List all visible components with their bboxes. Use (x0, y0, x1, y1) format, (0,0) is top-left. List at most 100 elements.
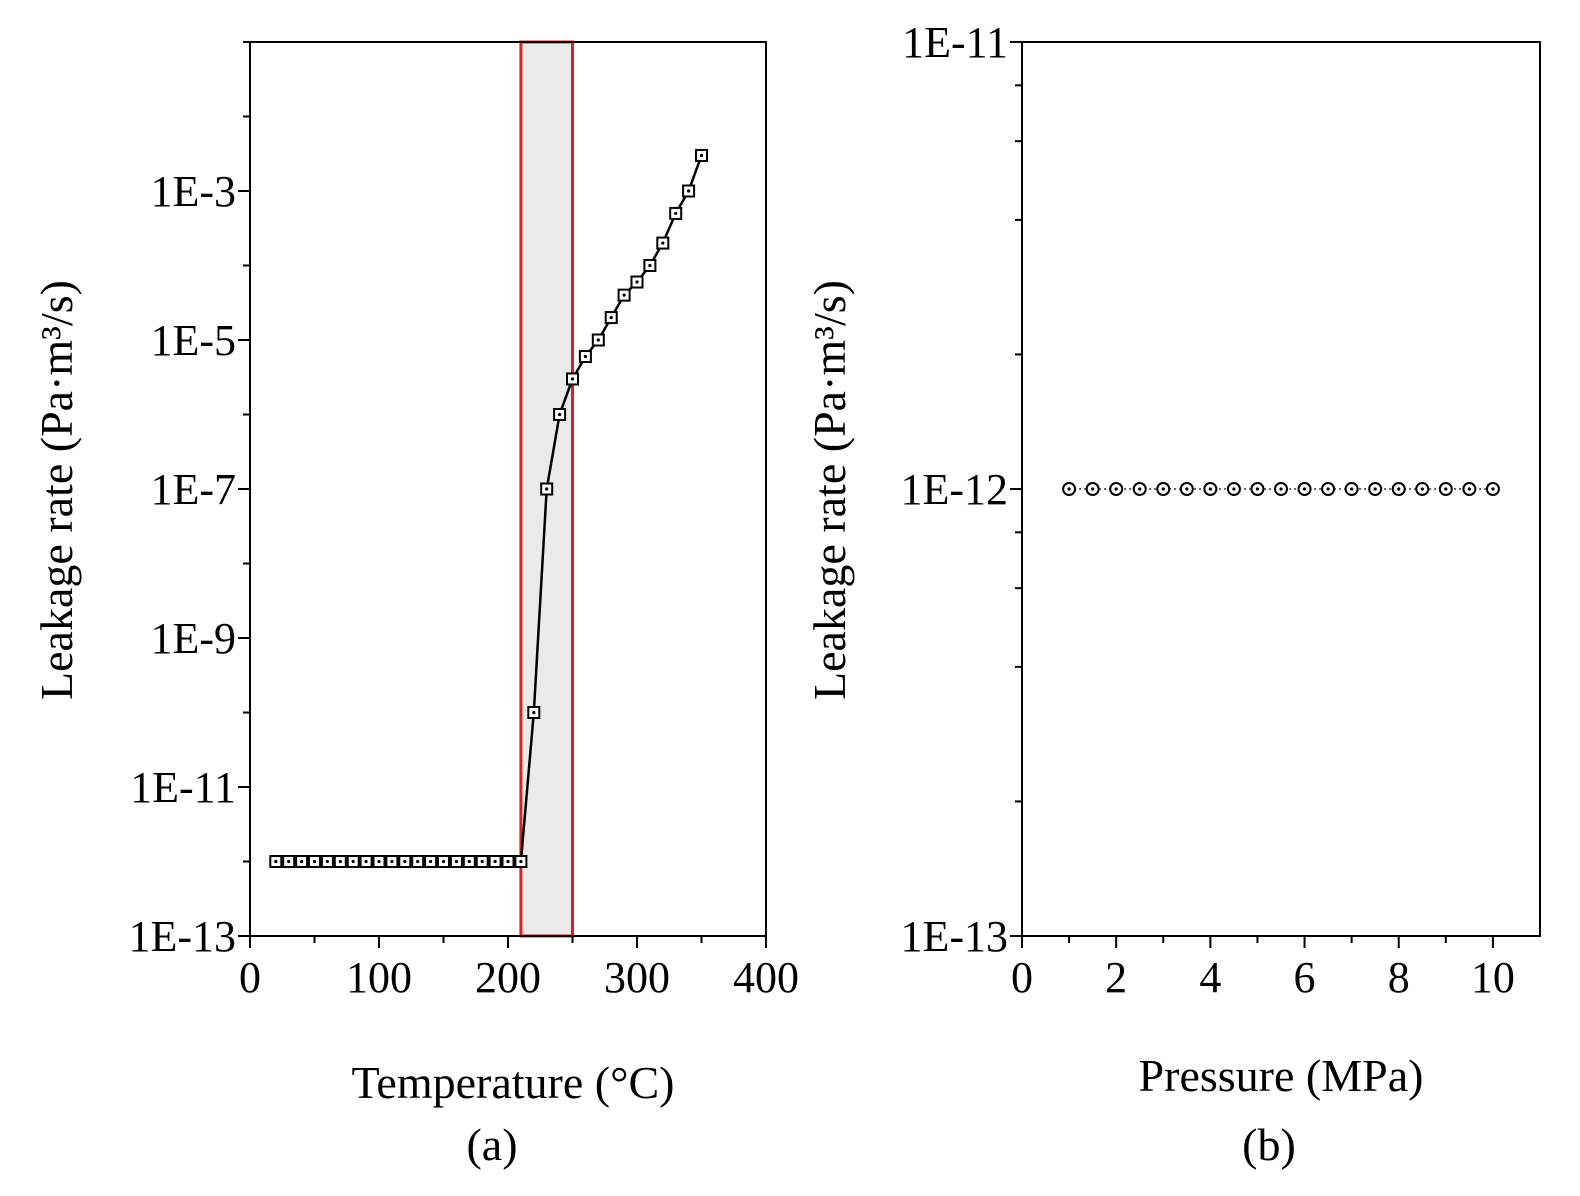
data-point (1203, 482, 1218, 496)
data-point (1156, 482, 1171, 496)
data-point (411, 855, 425, 868)
marker-dot (1420, 487, 1424, 491)
marker-dot (1138, 487, 1142, 491)
data-point (1250, 482, 1265, 496)
marker-dot (519, 859, 523, 864)
data-point (695, 148, 708, 162)
panel-label: (b) (1242, 1119, 1296, 1170)
data-point (1274, 482, 1288, 496)
data-point (643, 259, 657, 272)
data-point (488, 855, 502, 868)
marker-dot (532, 710, 536, 715)
data-point (282, 855, 296, 868)
marker-dot (377, 859, 381, 864)
data-point (1321, 482, 1336, 496)
marker-dot (674, 211, 678, 216)
axis-ticks: 0 100 200 300 400 1E-13 1E-11 1E-9 1E-7 1E-5 1E-3 (128, 41, 799, 1002)
data-point (333, 855, 347, 868)
marker-dot (506, 859, 510, 864)
marker-dot (441, 859, 446, 864)
marker-dot (1208, 487, 1212, 491)
y-tick-label: 1E-9 (150, 614, 236, 663)
marker-dot (635, 280, 639, 284)
data-point (385, 855, 399, 868)
marker-dot (1302, 487, 1307, 491)
marker-dot (493, 859, 497, 864)
marker-dot (351, 859, 355, 864)
marker-dot (1185, 487, 1189, 491)
data-point (1297, 482, 1312, 496)
x-axis-title: Temperature (°C) (352, 1057, 675, 1108)
data-point (617, 288, 631, 302)
y-tick-label: 1E-13 (900, 912, 1008, 961)
marker-dot (1444, 487, 1448, 491)
marker-dot (1350, 487, 1354, 491)
data-point (1485, 482, 1500, 496)
data-point (424, 855, 438, 868)
marker-dot (1161, 487, 1165, 491)
marker-dot (609, 315, 613, 320)
data-point (1368, 482, 1383, 496)
x-tick-label: 200 (475, 953, 541, 1002)
marker-dot (1397, 487, 1401, 491)
marker-dot (661, 241, 665, 245)
data-point (475, 855, 489, 868)
series-line (275, 155, 703, 863)
marker-dot (480, 859, 484, 864)
x-tick-label: 0 (1011, 953, 1033, 1002)
marker-dot (274, 859, 278, 864)
data-point (591, 333, 605, 347)
x-tick-label: 100 (346, 953, 412, 1002)
y-tick-label: 1E-11 (130, 763, 236, 812)
marker-dot (416, 859, 420, 864)
data-point (656, 236, 670, 250)
data-point (553, 408, 567, 421)
x-tick-label: 2 (1105, 953, 1127, 1002)
marker-dot (403, 859, 407, 864)
data-point (1462, 482, 1477, 496)
panel-label: (a) (466, 1119, 517, 1170)
data-point (359, 855, 373, 868)
x-tick-label: 6 (1294, 953, 1316, 1002)
data-point (630, 275, 644, 289)
data-point (269, 855, 283, 868)
marker-dot (622, 293, 626, 297)
data-point (462, 855, 476, 868)
x-tick-label: 10 (1471, 953, 1515, 1002)
marker-dot (1067, 487, 1071, 491)
marker-dot (699, 153, 704, 158)
data-point (398, 855, 412, 868)
data-point (566, 372, 579, 386)
marker-dot (1255, 487, 1260, 491)
data-point (437, 855, 450, 868)
x-tick-label: 8 (1388, 953, 1410, 1002)
data-point (1438, 482, 1453, 496)
marker-dot (596, 338, 600, 342)
y-tick-label: 1E-5 (150, 316, 236, 365)
marker-dot (454, 859, 458, 864)
marker-dot (1114, 487, 1118, 491)
data-point (320, 855, 334, 868)
x-tick-label: 4 (1199, 953, 1221, 1002)
x-tick-label: 300 (604, 953, 670, 1002)
marker-dot (300, 859, 304, 864)
marker-dot (1326, 487, 1330, 491)
chart-temperature-panel: 0 100 200 300 4001E-131E-111E-91E-71E-51E-3 … (31, 40, 799, 1170)
marker-dot (1091, 487, 1095, 491)
marker-dot (312, 859, 317, 864)
data-point (1415, 482, 1430, 496)
marker-dot (1232, 487, 1236, 491)
data-point (1132, 482, 1147, 496)
marker-dot (1373, 487, 1377, 491)
x-tick-label: 400 (733, 953, 799, 1002)
data-point (682, 184, 696, 198)
marker-dot (583, 354, 588, 359)
y-tick-label: 1E-13 (128, 912, 236, 961)
x-tick-label: 0 (239, 953, 261, 1002)
axis-ticks: 0 2 4 6 8 10 1E-13 1E-12 1E-11 (900, 18, 1514, 1002)
marker-dot (429, 859, 433, 864)
data-point (1226, 482, 1241, 496)
marker-dot (390, 859, 394, 864)
marker-dot (1491, 487, 1495, 491)
